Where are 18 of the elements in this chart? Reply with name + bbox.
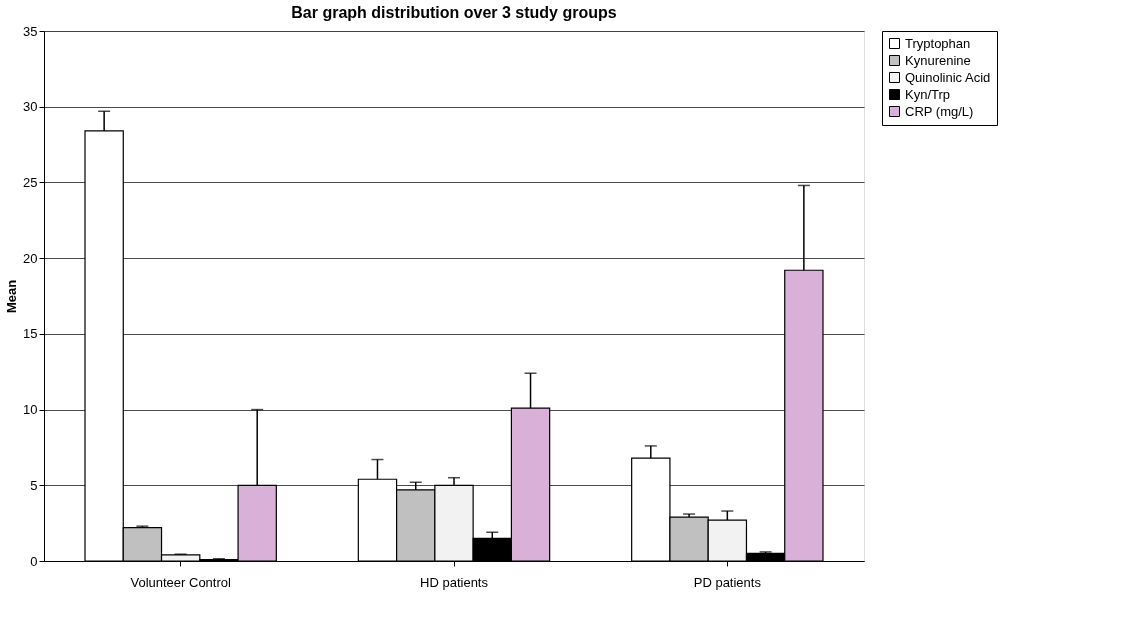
y-tick-label: 5 bbox=[30, 477, 38, 493]
legend-label: Tryptophan bbox=[905, 35, 971, 51]
legend-label: Kynurenine bbox=[905, 52, 971, 68]
x-tick-label: HD patients bbox=[420, 574, 489, 590]
legend-label: CRP (mg/L) bbox=[905, 103, 974, 119]
y-tick-label: 15 bbox=[23, 326, 38, 342]
y-tick-label: 0 bbox=[30, 553, 38, 569]
chart-title: Bar graph distribution over 3 study groups bbox=[291, 4, 617, 21]
legend-label: Quinolinic Acid bbox=[905, 69, 991, 85]
y-axis-title: Mean bbox=[4, 279, 20, 314]
y-tick-label: 20 bbox=[23, 250, 38, 266]
y-tick-label: 25 bbox=[23, 174, 38, 190]
y-tick-label: 10 bbox=[23, 402, 38, 418]
x-tick-label: PD patients bbox=[693, 574, 762, 590]
legend-label: Kyn/Trp bbox=[905, 86, 951, 102]
y-tick-label: 35 bbox=[23, 23, 38, 39]
x-tick-label: Volunteer Control bbox=[130, 574, 231, 590]
y-tick-label: 30 bbox=[23, 99, 38, 115]
